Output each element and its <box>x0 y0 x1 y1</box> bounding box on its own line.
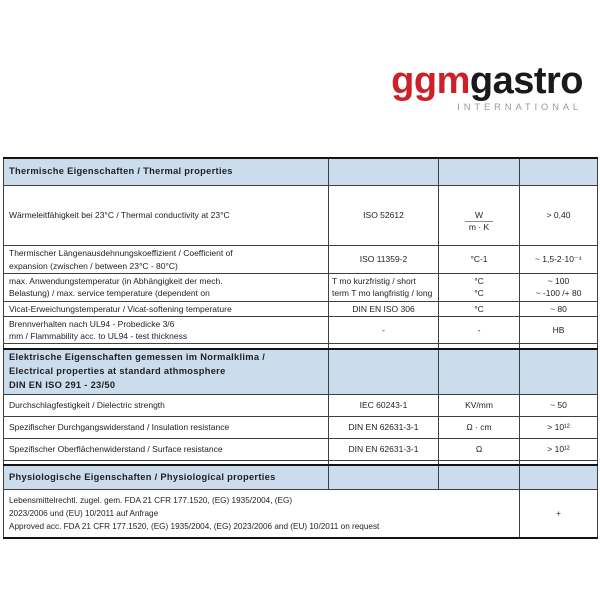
empty-header-cell <box>438 464 520 490</box>
value-cell: ~ 80 <box>519 300 598 317</box>
spec-table: Thermische Eigenschaften / Thermal prope… <box>3 157 598 540</box>
standard-cell: IEC 60243-1 <box>328 393 439 417</box>
property-cell: Lebensmittelrechtl. zugel. gem. FDA 21 C… <box>3 488 520 540</box>
physiological-section-header: Physiologische Eigenschaften / Physiolog… <box>3 464 598 490</box>
property-cell: Spezifischer Oberflächenwiderstand / Sur… <box>3 437 329 461</box>
empty-header-cell <box>328 157 439 186</box>
empty-header-cell <box>438 347 520 395</box>
value-cell: ~ 1,5-2·10⁻⁴ <box>519 245 598 274</box>
property-cell: Durchschlagfestigkeit / Dielectric stren… <box>3 393 329 417</box>
logo-ggm-text: ggm <box>391 60 470 102</box>
company-logo: ggmgastro INTERNATIONAL <box>391 62 583 113</box>
standard-cell: ISO 52612 <box>328 184 439 247</box>
property-cell: Spezifischer Durchgangswiderstand / Insu… <box>3 415 329 439</box>
unit-cell: Ω <box>438 437 520 461</box>
unit-fraction: W m · K <box>464 199 494 244</box>
unit-cell: - <box>438 315 520 345</box>
standard-cell: DIN EN 62631-3-1 <box>328 437 439 461</box>
thermal-section-header: Thermische Eigenschaften / Thermal prope… <box>3 157 598 186</box>
table-row: Lebensmittelrechtl. zugel. gem. FDA 21 C… <box>3 488 598 540</box>
electrical-section-header: Elektrische Eigenschaften gemessen im No… <box>3 347 598 395</box>
physiological-section-title: Physiologische Eigenschaften / Physiolog… <box>3 464 329 490</box>
electrical-section-title: Elektrische Eigenschaften gemessen im No… <box>3 347 329 395</box>
unit-cell: °C °C <box>438 272 520 302</box>
unit-denominator: m · K <box>464 220 494 233</box>
table-row: Spezifischer Oberflächenwiderstand / Sur… <box>3 437 598 461</box>
table-row: Brennverhalten nach UL94 - Probedicke 3/… <box>3 315 598 345</box>
empty-header-cell <box>438 157 520 186</box>
value-cell: ~ 50 <box>519 393 598 417</box>
standard-cell: - <box>328 315 439 345</box>
table-row: Wärmeleitfähigkeit bei 23°C / Thermal co… <box>3 184 598 247</box>
empty-header-cell <box>328 464 439 490</box>
value-cell: + <box>519 488 598 540</box>
empty-header-cell <box>519 157 598 186</box>
value-cell: ~ 100 ~ -100 /+ 80 <box>519 272 598 302</box>
value-cell: > 0,40 <box>519 184 598 247</box>
value-cell: HB <box>519 315 598 345</box>
property-cell: Wärmeleitfähigkeit bei 23°C / Thermal co… <box>3 184 329 247</box>
table-row: Thermischer Längenausdehnungskoeffizient… <box>3 245 598 274</box>
property-cell: max. Anwendungstemperatur (in Abhängigke… <box>3 272 329 302</box>
table-row: Durchschlagfestigkeit / Dielectric stren… <box>3 393 598 417</box>
logo-gastro-text: gastro <box>469 60 584 102</box>
property-cell: Brennverhalten nach UL94 - Probedicke 3/… <box>3 315 329 345</box>
empty-header-cell <box>328 347 439 395</box>
logo-wordmark: ggmgastro <box>391 62 583 100</box>
standard-cell: DIN EN 62631-3-1 <box>328 415 439 439</box>
unit-cell: Ω · cm <box>438 415 520 439</box>
unit-numerator: W <box>474 209 484 220</box>
table-row: Vicat-Erweichungstemperatur / Vicat-soft… <box>3 300 598 317</box>
unit-cell: W m · K <box>438 184 520 247</box>
unit-cell: KV/mm <box>438 393 520 417</box>
empty-header-cell <box>519 347 598 395</box>
unit-cell: °C-1 <box>438 245 520 274</box>
standard-cell: DIN EN ISO 306 <box>328 300 439 317</box>
thermal-section-title: Thermische Eigenschaften / Thermal prope… <box>3 157 329 186</box>
property-cell: Vicat-Erweichungstemperatur / Vicat-soft… <box>3 300 329 317</box>
table-row: max. Anwendungstemperatur (in Abhängigke… <box>3 272 598 302</box>
value-cell: > 10¹² <box>519 415 598 439</box>
logo-international-text: INTERNATIONAL <box>457 102 582 113</box>
value-cell: > 10¹² <box>519 437 598 461</box>
unit-cell: °C <box>438 300 520 317</box>
property-cell: Thermischer Längenausdehnungskoeffizient… <box>3 245 329 274</box>
empty-header-cell <box>519 464 598 490</box>
standard-cell: T mo kurzfristig / short term T mo langf… <box>328 272 439 302</box>
table-row: Spezifischer Durchgangswiderstand / Insu… <box>3 415 598 439</box>
standard-cell: ISO 11359-2 <box>328 245 439 274</box>
